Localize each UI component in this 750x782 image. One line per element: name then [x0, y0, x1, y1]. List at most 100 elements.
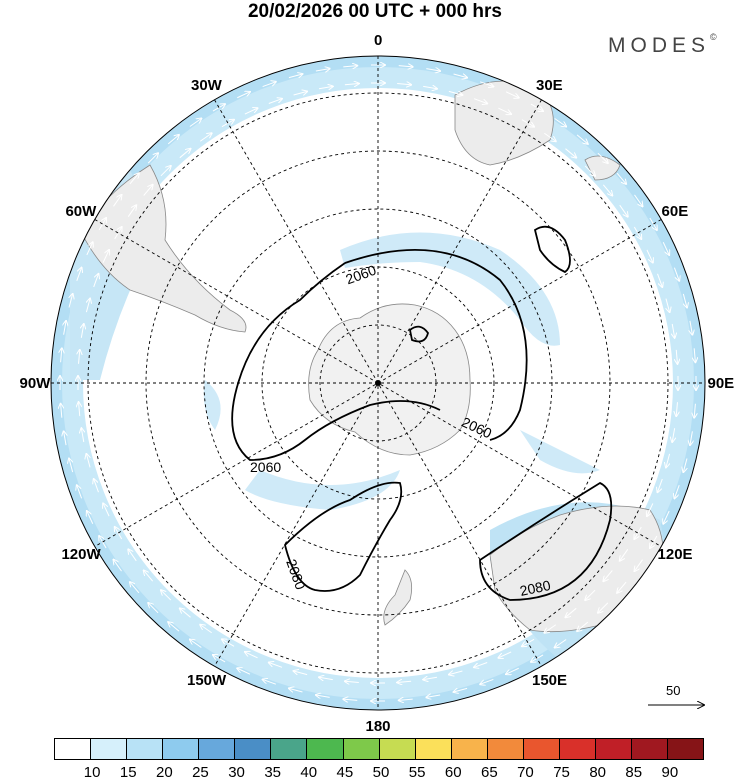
wind-arrow: [480, 678, 494, 684]
wind-arrow: [694, 403, 695, 418]
colorbar-tick-label: 55: [408, 764, 426, 781]
wind-arrow: [616, 172, 626, 184]
colorbar-tick-label: 10: [83, 764, 101, 781]
wind-arrow: [544, 624, 557, 633]
wind-arrow: [76, 268, 82, 281]
wind-arrow: [554, 118, 566, 126]
wind-arrow: [683, 458, 687, 473]
meridian-label: 90W: [19, 374, 51, 392]
wind-arrow: [69, 459, 73, 473]
wind-arrow: [522, 638, 535, 646]
meridian-label: 60E: [661, 203, 689, 220]
wind-arrow: [168, 622, 180, 632]
colorbar-box: [595, 739, 632, 759]
meridian-label: 90E: [707, 374, 735, 392]
wind-arrow: [449, 671, 463, 675]
colorbar-tick-label: 80: [589, 764, 606, 781]
wind-arrow: [690, 320, 692, 335]
wind-arrow: [423, 86, 437, 88]
wind-arrow: [423, 677, 438, 679]
wind-arrow: [473, 98, 487, 104]
wind-arrow: [81, 428, 83, 443]
antarctica-landmass: [308, 303, 471, 456]
wind-arrow: [245, 652, 258, 659]
colorbar-box: [55, 739, 92, 759]
wind-arrow: [633, 226, 641, 239]
wind-arrow: [93, 274, 99, 288]
wind-arrow: [398, 66, 413, 67]
colorbar-box: [487, 739, 524, 759]
map-outline: [50, 55, 706, 711]
wind-arrow: [77, 485, 83, 499]
wind-arrow: [506, 667, 519, 674]
colorbar-box: [91, 739, 128, 759]
colorbar-tick-label: 20: [155, 764, 173, 781]
meridian-label: 150E: [532, 671, 568, 689]
colorbar-box: [559, 739, 596, 759]
wind-arrow: [268, 99, 282, 104]
wind-arrow: [237, 668, 251, 675]
wind-arrow: [269, 663, 283, 668]
south-pole-marker: [375, 380, 381, 386]
wind-arrow: [343, 699, 358, 700]
wind-arrow: [263, 679, 276, 685]
wind-arrow: [597, 152, 608, 163]
wind-arrow: [87, 511, 94, 524]
wind-arrow: [657, 273, 663, 287]
wind-arrow: [262, 82, 276, 88]
wind-arrow: [498, 107, 511, 114]
wind-arrow: [480, 81, 493, 87]
colorbar-box: [451, 739, 488, 759]
wind-arrow: [315, 69, 330, 71]
wind-arrow: [160, 166, 171, 177]
wind-patch-inner: [340, 232, 560, 346]
wind-arrow: [646, 249, 653, 263]
colorbar-box: [235, 739, 272, 759]
wind-arrow: [213, 655, 226, 663]
wind-arrow: [244, 108, 258, 115]
wind-arrow: [127, 205, 136, 217]
wind-arrow: [454, 688, 468, 692]
wind-arrow: [128, 549, 137, 562]
wind-arrow: [397, 681, 412, 682]
colorbar-tick-label: 45: [336, 764, 354, 781]
wind-arrow: [634, 526, 642, 539]
colorbar-labels: 10 15 20 25 30 35 40 45 50 55 60 65 70 75 80 85 90: [54, 764, 704, 782]
wind-arrow: [94, 479, 99, 493]
wind-arrow: [619, 204, 628, 216]
wind-arrow: [676, 349, 677, 364]
colorbar-tick-label: 70: [517, 764, 534, 781]
contour-2080-west: [284, 481, 403, 592]
wind-arrow: [99, 536, 107, 549]
wind-arrow: [79, 402, 80, 417]
wind-arrow: [189, 118, 201, 127]
wind-arrow: [180, 608, 191, 618]
contours: [231, 225, 613, 601]
wind-arrow: [199, 133, 211, 142]
wind-arrow: [498, 651, 512, 658]
wind-arrow: [161, 590, 172, 601]
wind-arrow: [103, 503, 110, 517]
wind-arrow: [212, 104, 225, 112]
colorbar-tick-label: 25: [192, 764, 209, 781]
wind-arrow: [190, 639, 202, 648]
wind-arrow: [672, 323, 674, 338]
colorbar-tick-label: 30: [228, 764, 245, 781]
wind-arrow: [598, 602, 609, 613]
wind-arrow: [584, 165, 595, 176]
colorbar-tick-label: 90: [661, 764, 679, 781]
meridian-label: 30W: [191, 77, 222, 95]
colorbar: [54, 738, 704, 760]
wind-arrow: [674, 485, 680, 498]
meridian-label: 120W: [61, 546, 101, 563]
wind-arrow: [530, 103, 543, 111]
colorbar-tick-label: 85: [625, 764, 643, 781]
wind-arrow: [144, 570, 154, 582]
wind-arrow: [316, 695, 330, 697]
wind-arrow: [221, 120, 234, 128]
wind-arrow: [345, 681, 359, 682]
wind-arrow: [114, 227, 122, 240]
reference-vector: [648, 680, 710, 720]
wind-arrow: [634, 194, 642, 206]
wind-arrow: [666, 453, 670, 468]
